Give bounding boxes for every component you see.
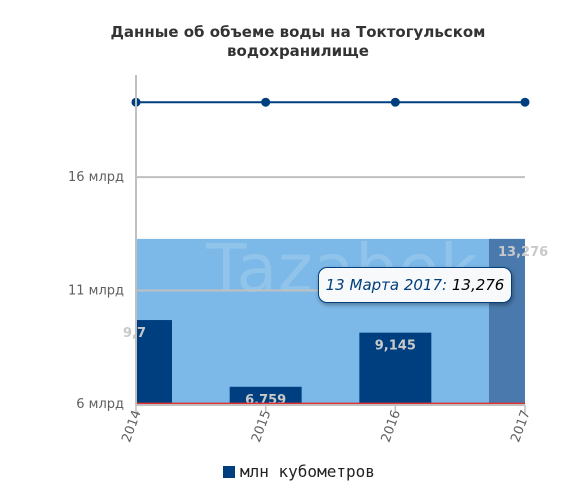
data-label-2014: 9,7 xyxy=(123,326,146,341)
chart-title-line-1: Данные об объеме воды на Токтогульском xyxy=(111,23,486,41)
tooltip-value: 13,276 xyxy=(451,276,505,294)
data-label-2017: 13,276 xyxy=(498,245,548,260)
legend-swatch xyxy=(223,466,235,478)
x-tick-label-2015: 2015 xyxy=(249,408,274,444)
x-tick-label-2014: 2014 xyxy=(119,408,144,444)
legend-label[interactable]: млн кубометров xyxy=(240,462,375,481)
legend[interactable]: млн кубометров xyxy=(223,462,375,481)
tooltip: 13 Марта 2017: 13,276 xyxy=(318,267,512,303)
y-tick-label: 16 млрд xyxy=(68,170,124,185)
bar-2015[interactable] xyxy=(229,386,302,404)
y-tick-label: 6 млрд xyxy=(76,397,124,412)
bar-2017[interactable] xyxy=(489,238,525,404)
data-label-2016: 9,145 xyxy=(375,339,416,354)
top-series-point-2017[interactable] xyxy=(520,97,530,107)
tooltip-label: 13 Марта 2017: xyxy=(325,276,448,294)
top-series-point-2015[interactable] xyxy=(261,97,271,107)
bar-2016[interactable] xyxy=(359,332,432,404)
top-series-point-2016[interactable] xyxy=(390,97,400,107)
plot-band xyxy=(136,238,525,404)
chart-title-line-2: водохранилище xyxy=(227,42,369,60)
bar-2014[interactable] xyxy=(136,320,172,404)
x-tick-label-2016: 2016 xyxy=(379,408,404,444)
x-tick-label-2017: 2017 xyxy=(508,408,533,444)
y-tick-label: 11 млрд xyxy=(68,284,124,299)
